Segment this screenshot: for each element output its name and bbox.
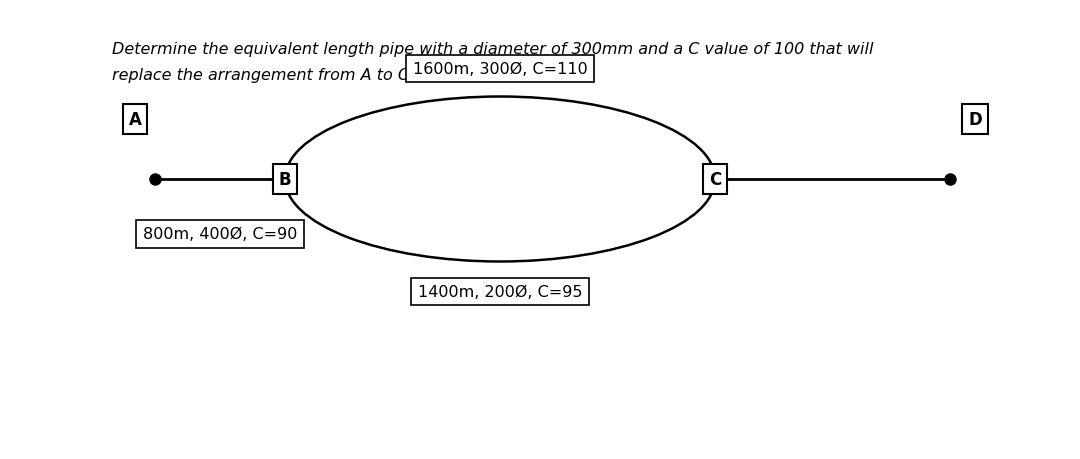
Text: 800m, 400Ø, C=90: 800m, 400Ø, C=90 [143,227,297,242]
Text: Determine the equivalent length pipe with a diameter of 300mm and a C value of 1: Determine the equivalent length pipe wit… [112,42,874,57]
Text: 1400m, 200Ø, C=95: 1400m, 200Ø, C=95 [418,285,582,299]
Text: B: B [279,171,292,189]
Text: replace the arrangement from A to C below.: replace the arrangement from A to C belo… [112,68,465,83]
Text: C: C [708,171,721,189]
Text: D: D [968,111,982,129]
Text: 1600m, 300Ø, C=110: 1600m, 300Ø, C=110 [413,62,588,77]
Text: A: A [129,111,141,129]
